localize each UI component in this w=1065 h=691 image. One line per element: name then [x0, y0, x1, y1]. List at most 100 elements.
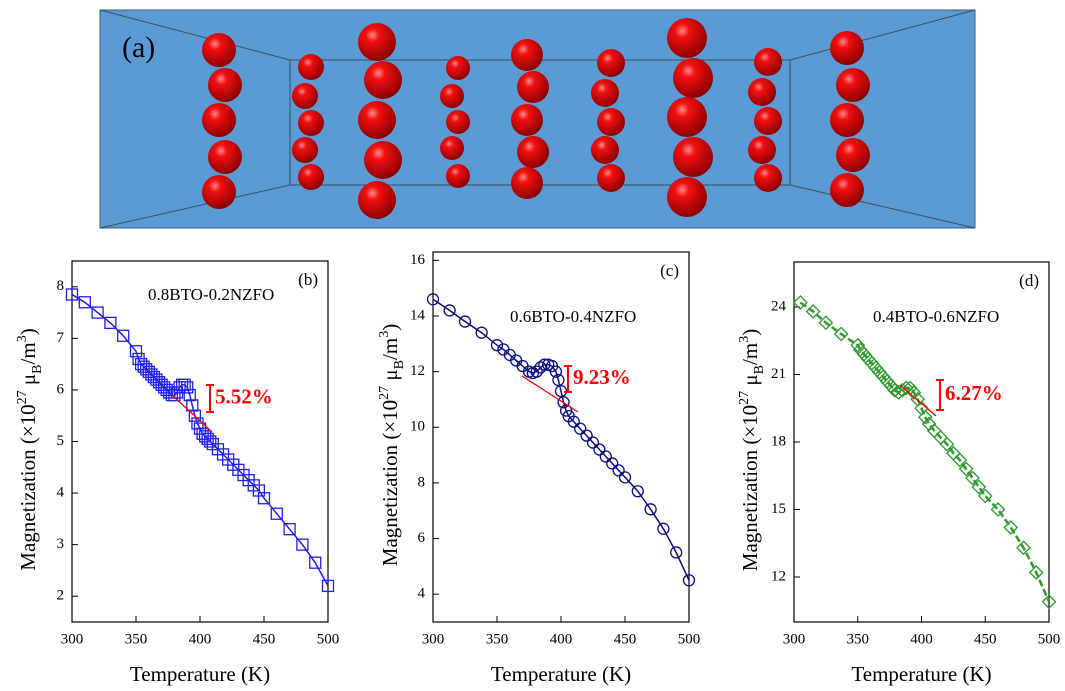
y-tick-label: 10 — [410, 419, 425, 435]
y-tick-label: 2 — [57, 588, 65, 604]
y-tick-label: 7 — [57, 330, 65, 346]
marker — [426, 293, 440, 306]
marker — [631, 485, 644, 498]
marker — [1028, 565, 1044, 580]
marker — [792, 295, 808, 310]
marker — [181, 381, 194, 394]
y-label-part: μ — [738, 374, 762, 391]
atom — [511, 167, 543, 199]
atom — [364, 61, 402, 99]
atom — [667, 97, 707, 137]
marker — [183, 388, 196, 402]
y-tick-label: 3 — [57, 536, 65, 552]
x-tick-label: 400 — [189, 631, 212, 647]
marker — [618, 471, 632, 484]
y-label-part: /m — [378, 338, 402, 360]
marker — [921, 416, 937, 432]
atom — [597, 164, 625, 192]
marker — [530, 365, 543, 378]
atom — [292, 83, 318, 109]
marker — [906, 385, 922, 400]
atom — [446, 56, 470, 80]
atom — [446, 110, 470, 134]
atom — [440, 84, 464, 108]
marker — [534, 361, 547, 374]
atom — [208, 68, 242, 102]
marker — [990, 502, 1006, 517]
marker — [580, 429, 593, 442]
marker — [599, 450, 612, 463]
marker — [557, 396, 570, 409]
y-tick-label: 18 — [771, 433, 786, 449]
y-label-part: /m — [16, 342, 40, 364]
panel-label: (a) — [122, 31, 155, 64]
y-label-part: ) — [378, 324, 402, 331]
atom — [202, 33, 236, 67]
atom — [673, 137, 713, 177]
atom — [298, 110, 324, 136]
marker — [321, 579, 335, 593]
x-tick-label: 300 — [61, 631, 84, 647]
atom — [358, 181, 396, 219]
annotation: 9.23% — [573, 365, 631, 389]
marker — [657, 522, 670, 535]
marker — [270, 507, 283, 520]
y-axis-label: Magnetization (×1027 μB/m3) — [377, 324, 407, 566]
y-label-part: B — [392, 360, 407, 369]
atom — [446, 164, 470, 188]
marker — [1041, 594, 1057, 610]
atom — [517, 136, 549, 168]
y-label-part: 27 — [377, 386, 392, 400]
marker — [850, 337, 866, 353]
marker — [1003, 520, 1019, 535]
marker — [958, 461, 974, 477]
panel-label: (b) — [298, 270, 318, 289]
y-label-part: B — [752, 365, 767, 374]
sample-label: 0.4BTO-0.6NZFO — [873, 307, 999, 326]
marker — [586, 436, 600, 449]
x-tick-label: 450 — [974, 631, 997, 647]
annotation: 5.52% — [215, 384, 273, 408]
tangent-line — [521, 375, 579, 413]
y-tick-label: 15 — [771, 501, 786, 517]
atom — [667, 177, 707, 217]
marker — [917, 409, 933, 425]
y-label-part: Magnetization (×10 — [738, 405, 762, 571]
atom — [511, 39, 543, 71]
y-label-part: 27 — [15, 390, 30, 404]
atom — [667, 18, 707, 58]
marker — [129, 345, 143, 358]
marker — [309, 556, 322, 569]
atom — [748, 136, 776, 164]
x-tick-label: 450 — [614, 631, 637, 647]
chart: 300 350 400 450 500 4 6 8 10 12 14 16 9.23% 0.6BTO-0.… — [377, 251, 700, 686]
y-tick-label: 4 — [418, 586, 426, 602]
marker — [475, 326, 488, 339]
chart: 300 350 400 450 500 2 3 4 5 6 7 8 5.52% 0.8BTO-0.2NZF… — [15, 260, 339, 686]
atom — [208, 140, 242, 174]
atom — [364, 141, 402, 179]
atom — [202, 103, 236, 137]
y-tick-label: 8 — [57, 278, 65, 294]
y-label-part: B — [30, 364, 45, 373]
atom — [830, 103, 864, 137]
atom — [591, 136, 619, 164]
y-label-part: /m — [738, 343, 762, 365]
atom — [298, 164, 324, 190]
chart: 300 350 400 450 500 12 15 18 21 24 6.27% 0.4BTO-0.6… — [737, 261, 1060, 686]
x-tick-label: 400 — [910, 631, 933, 647]
y-tick-label: 4 — [57, 485, 65, 501]
y-label-part: ) — [16, 328, 40, 335]
x-tick-label: 450 — [253, 631, 276, 647]
y-label-part: 3 — [737, 336, 752, 343]
atom — [292, 137, 318, 163]
y-tick-label: 24 — [771, 298, 787, 314]
marker — [91, 306, 104, 319]
y-label-part: Magnetization (×10 — [16, 404, 40, 570]
marker — [644, 503, 657, 516]
atom — [591, 79, 619, 107]
annotation: 6.27% — [945, 381, 1003, 405]
x-tick-label: 300 — [783, 631, 806, 647]
x-axis-label: Temperature (K) — [491, 662, 631, 686]
marker — [670, 546, 683, 559]
